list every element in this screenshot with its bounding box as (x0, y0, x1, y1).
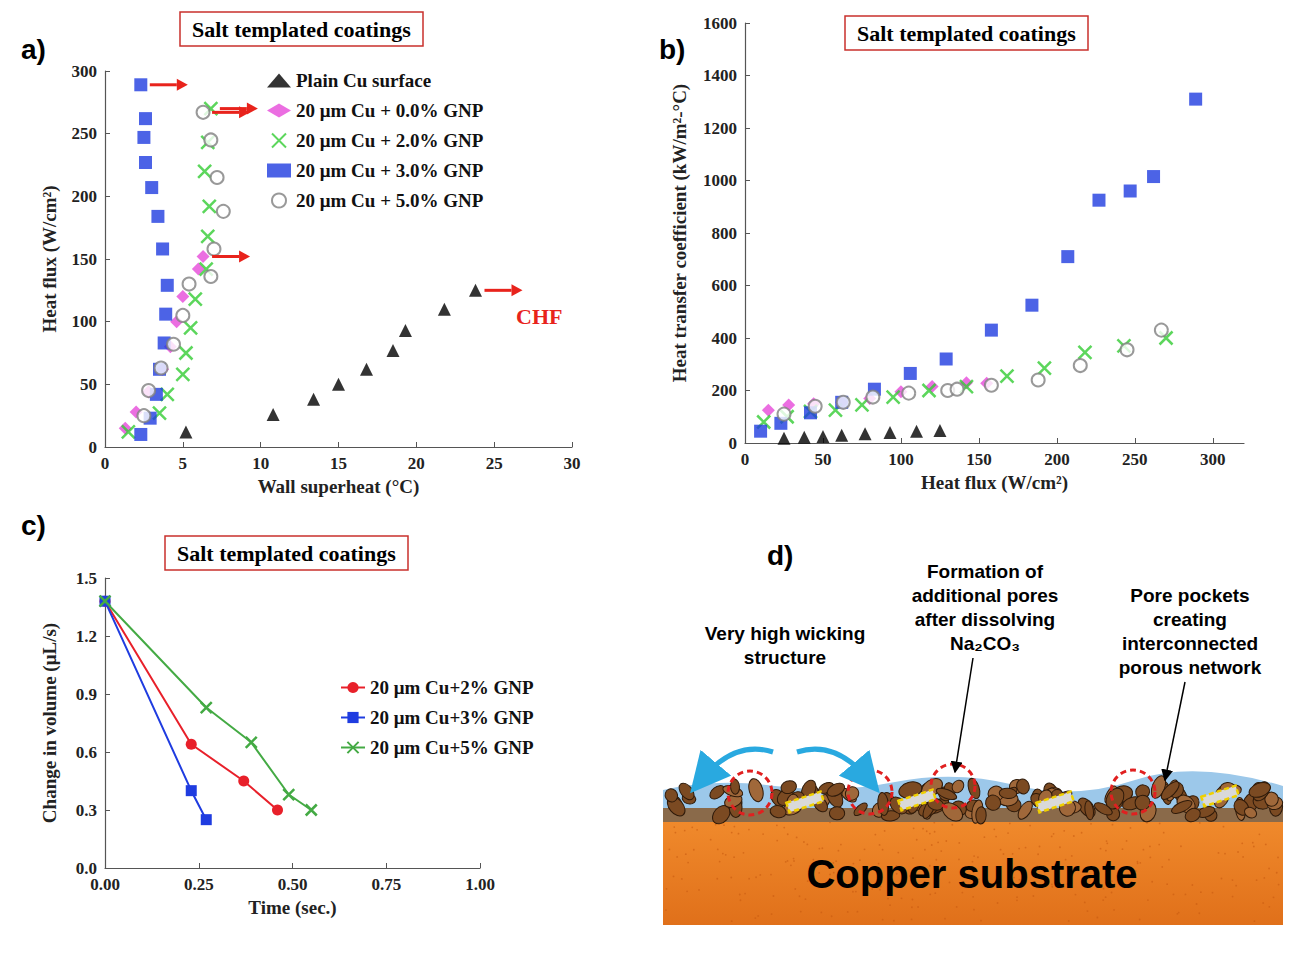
svg-text:Salt templated coatings: Salt templated coatings (192, 17, 411, 42)
svg-text:c): c) (21, 510, 46, 541)
svg-text:Salt templated coatings: Salt templated coatings (177, 541, 396, 566)
svg-text:1400: 1400 (703, 66, 737, 85)
svg-text:300: 300 (72, 62, 98, 81)
svg-text:CHF: CHF (516, 304, 562, 329)
svg-text:0: 0 (729, 434, 738, 453)
svg-text:Copper substrate: Copper substrate (806, 852, 1137, 896)
svg-text:200: 200 (72, 187, 98, 206)
svg-text:200: 200 (712, 381, 738, 400)
svg-text:25: 25 (486, 454, 503, 473)
svg-text:0.25: 0.25 (184, 875, 214, 894)
svg-text:0: 0 (89, 438, 98, 457)
svg-text:50: 50 (80, 375, 97, 394)
svg-text:600: 600 (712, 276, 738, 295)
svg-text:1.00: 1.00 (465, 875, 495, 894)
svg-text:0.6: 0.6 (76, 743, 97, 762)
svg-text:b): b) (659, 34, 685, 65)
svg-text:150: 150 (966, 450, 992, 469)
svg-text:20 μm Cu+3% GNP: 20 μm Cu+3% GNP (370, 707, 534, 728)
svg-text:Salt templated coatings: Salt templated coatings (857, 21, 1076, 46)
svg-text:20 μm Cu + 2.0% GNP: 20 μm Cu + 2.0% GNP (296, 130, 484, 151)
svg-text:1.2: 1.2 (76, 627, 97, 646)
svg-text:Heat flux (W/cm²): Heat flux (W/cm²) (39, 185, 61, 332)
svg-text:15: 15 (330, 454, 347, 473)
svg-text:0.75: 0.75 (371, 875, 401, 894)
svg-text:0: 0 (741, 450, 750, 469)
svg-text:1.5: 1.5 (76, 569, 97, 588)
svg-text:20 μm Cu + 5.0% GNP: 20 μm Cu + 5.0% GNP (296, 190, 484, 211)
svg-text:Formation ofadditional poresaf: Formation ofadditional poresafter dissol… (912, 561, 1059, 654)
svg-text:0.00: 0.00 (90, 875, 120, 894)
svg-text:0.3: 0.3 (76, 801, 97, 820)
svg-text:20 μm Cu + 0.0% GNP: 20 μm Cu + 0.0% GNP (296, 100, 484, 121)
svg-text:300: 300 (1200, 450, 1226, 469)
svg-text:100: 100 (72, 312, 98, 331)
svg-text:a): a) (21, 34, 46, 65)
svg-text:Very high wickingstructure: Very high wickingstructure (705, 623, 866, 668)
svg-text:Plain Cu surface: Plain Cu surface (296, 70, 431, 91)
svg-text:1000: 1000 (703, 171, 737, 190)
svg-text:1600: 1600 (703, 14, 737, 33)
svg-text:0.50: 0.50 (278, 875, 308, 894)
svg-text:20 μm Cu + 3.0% GNP: 20 μm Cu + 3.0% GNP (296, 160, 484, 181)
svg-text:0: 0 (101, 454, 110, 473)
svg-text:0.9: 0.9 (76, 685, 97, 704)
svg-text:20 μm Cu+2% GNP: 20 μm Cu+2% GNP (370, 677, 534, 698)
svg-text:150: 150 (72, 250, 98, 269)
svg-text:Change in volume (μL/s): Change in volume (μL/s) (39, 623, 61, 823)
svg-text:Wall superheat (°C): Wall superheat (°C) (258, 476, 420, 498)
svg-text:800: 800 (712, 224, 738, 243)
svg-text:Pore pocketscreatinginterconne: Pore pocketscreatinginterconnectedporous… (1119, 585, 1262, 678)
svg-text:400: 400 (712, 329, 738, 348)
svg-text:100: 100 (888, 450, 914, 469)
svg-text:50: 50 (814, 450, 831, 469)
svg-text:5: 5 (179, 454, 188, 473)
svg-text:1200: 1200 (703, 119, 737, 138)
svg-text:0.0: 0.0 (75, 858, 97, 878)
svg-text:250: 250 (72, 124, 98, 143)
svg-text:200: 200 (1044, 450, 1070, 469)
svg-text:250: 250 (1122, 450, 1148, 469)
svg-text:Time (sec.): Time (sec.) (248, 897, 336, 919)
svg-text:Heat flux (W/cm²): Heat flux (W/cm²) (921, 472, 1068, 494)
svg-text:30: 30 (564, 454, 581, 473)
svg-text:20 μm Cu+5% GNP: 20 μm Cu+5% GNP (370, 737, 534, 758)
svg-text:20: 20 (408, 454, 425, 473)
svg-text:10: 10 (252, 454, 269, 473)
svg-text:Heat transfer coefficient (kW/: Heat transfer coefficient (kW/m²-°C) (669, 84, 691, 382)
svg-text:d): d) (767, 540, 793, 571)
